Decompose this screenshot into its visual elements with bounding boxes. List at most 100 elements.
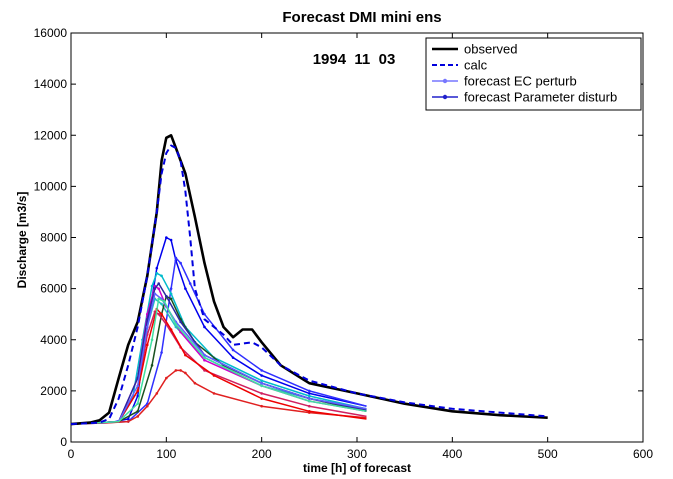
x-tick-label: 200	[252, 447, 272, 461]
series-line-calc	[70, 144, 548, 426]
ensemble-line-8	[70, 308, 367, 425]
ensemble-point	[145, 318, 149, 321]
ensemble-point	[174, 323, 178, 326]
ensemble-point	[169, 297, 173, 301]
ensemble-point	[136, 394, 140, 398]
ensemble-point	[308, 389, 311, 393]
y-tick-label: 14000	[34, 77, 68, 91]
ensemble-point	[203, 358, 206, 362]
ensemble-point	[260, 381, 263, 385]
ensemble-point	[136, 389, 140, 393]
date-annotation: 1994 11 03	[313, 51, 396, 68]
legend-box	[425, 37, 642, 111]
ensemble-point	[155, 271, 159, 275]
ensemble-point	[150, 338, 154, 342]
ensemble-point	[184, 371, 187, 375]
ensemble-point	[308, 399, 311, 403]
ensemble-point	[260, 369, 263, 372]
chart-title: Forecast DMI mini ens	[282, 9, 441, 26]
ensemble-point	[165, 294, 168, 298]
y-tick-label: 12000	[34, 128, 68, 142]
ensemble-point	[157, 282, 161, 285]
x-axis-label: time [h] of forecast	[303, 461, 411, 475]
ensemble-point	[308, 392, 311, 395]
ensemble-point	[165, 236, 168, 239]
ensemble-point	[136, 410, 140, 413]
ensemble-point	[203, 312, 206, 316]
ensemble-point	[150, 364, 154, 367]
ensemble-point	[231, 356, 235, 359]
ensemble-point	[126, 420, 130, 423]
ensemble-point	[160, 302, 163, 306]
ensemble-point	[193, 381, 197, 385]
ensemble-point	[260, 379, 263, 382]
y-tick-label: 10000	[34, 179, 68, 193]
ensemble-point	[260, 397, 263, 400]
ensemble-point	[231, 348, 235, 352]
ensemble-point	[157, 312, 161, 316]
x-tick-label: 100	[156, 447, 176, 461]
ensemble-point	[157, 297, 161, 301]
legend-label: forecast EC perturb	[464, 74, 577, 89]
ensemble-point	[160, 312, 163, 316]
y-tick-label: 8000	[40, 231, 67, 245]
ensemble-point	[153, 287, 157, 290]
ensemble-point	[169, 238, 173, 242]
ensemble-point	[145, 343, 149, 347]
y-tick-label: 6000	[40, 282, 67, 296]
ensemble-point	[163, 300, 166, 303]
ensemble-point	[203, 325, 206, 329]
ensemble-point	[308, 404, 311, 408]
ensemble-point	[260, 392, 263, 395]
x-tick-label: 600	[633, 447, 653, 461]
ensemble-point	[308, 410, 311, 413]
y-axis-label: Discharge [m3/s]	[15, 192, 29, 289]
ensemble-point	[136, 402, 140, 405]
x-tick-label: 400	[442, 447, 462, 461]
ensemble-point	[212, 392, 216, 395]
legend-label: calc	[464, 58, 488, 73]
ensemble-point	[165, 376, 168, 380]
series-line-observed	[70, 134, 548, 426]
ensemble-point	[179, 369, 182, 372]
ensemble-point	[160, 274, 163, 278]
ensemble-point	[169, 328, 173, 331]
ensemble-point	[184, 353, 187, 357]
ensemble-point	[136, 415, 140, 418]
y-tick-label: 4000	[40, 333, 67, 347]
y-tick-label: 0	[60, 435, 67, 449]
legend-label: forecast Parameter disturb	[464, 90, 617, 105]
axes: 0 100 200 300 400 500 600020004000600080001000…	[34, 26, 654, 461]
x-tick-label: 300	[347, 447, 367, 461]
legend-marker	[442, 78, 448, 84]
ensemble-point	[145, 404, 149, 408]
ensemble-point	[136, 384, 140, 388]
x-tick-label: 0	[68, 447, 75, 461]
legend-marker	[442, 94, 448, 100]
ensemble-point	[260, 384, 263, 388]
ensemble-point	[308, 394, 311, 398]
ensemble-point	[212, 374, 216, 377]
ensemble-point	[155, 266, 159, 270]
ensemble-point	[160, 351, 163, 354]
ensemble-point	[184, 287, 187, 290]
ensemble-point	[179, 261, 182, 265]
ensemble-point	[153, 292, 157, 296]
ensemble-point	[308, 397, 311, 400]
ensemble-point	[157, 287, 161, 290]
plot-area	[70, 134, 548, 426]
ensemble-point	[260, 374, 263, 377]
ensemble-point	[169, 292, 173, 296]
ensemble-point	[126, 417, 130, 421]
ensemble-point	[150, 284, 154, 288]
ensemble-point	[174, 369, 178, 372]
ensemble-point	[169, 287, 173, 290]
ensemble-point	[260, 404, 263, 408]
ensemble-point	[188, 282, 192, 285]
ensemble-point	[179, 320, 182, 324]
ensemble-line-0	[70, 236, 367, 425]
x-tick-label: 500	[538, 447, 558, 461]
ensemble-point	[155, 392, 159, 395]
